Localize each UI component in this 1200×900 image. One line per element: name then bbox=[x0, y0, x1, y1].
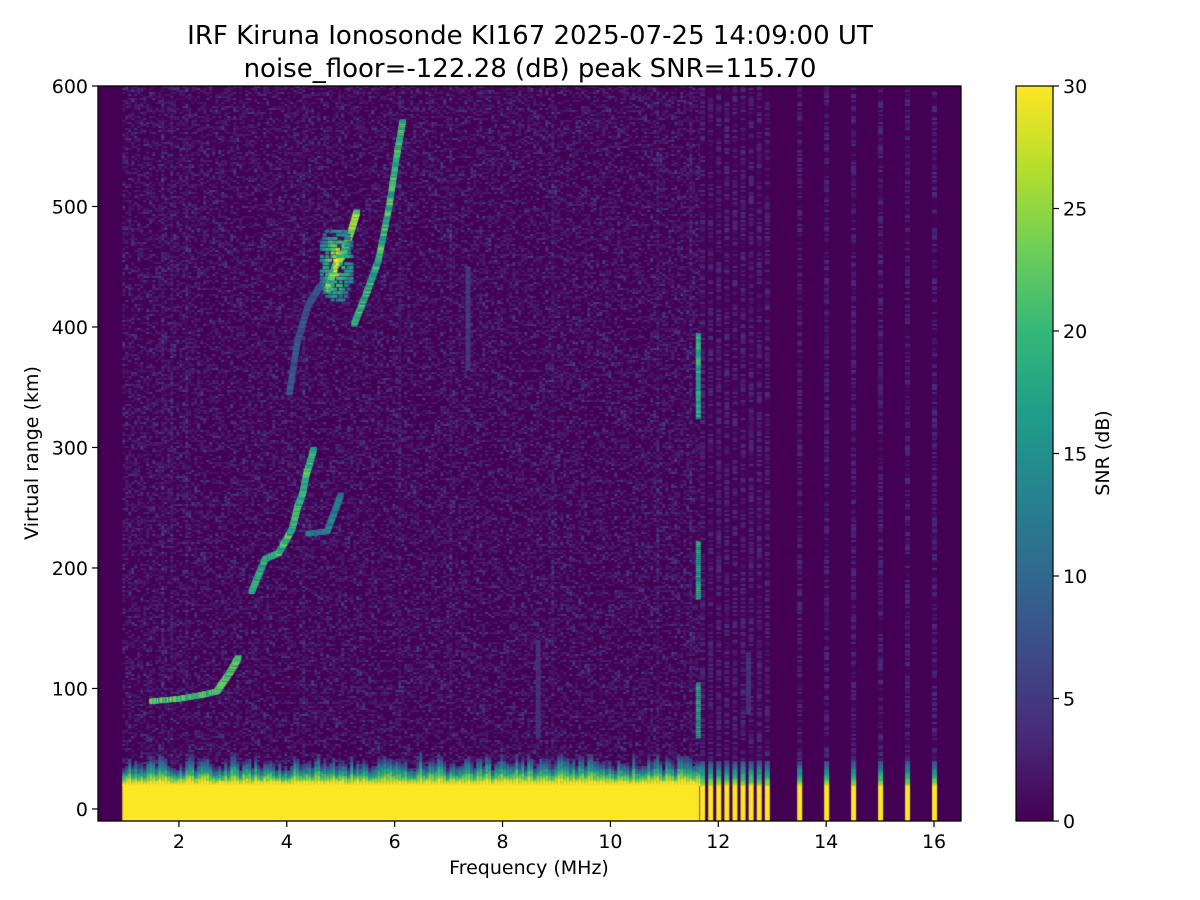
chart-title-line2: noise_floor=-122.28 (dB) peak SNR=115.70 bbox=[244, 54, 817, 84]
colorbar-tick-label: 20 bbox=[1063, 321, 1087, 343]
heatmap-plot-area bbox=[98, 86, 961, 821]
y-axis-label: Virtual range (km) bbox=[21, 366, 43, 540]
x-tick-label: 4 bbox=[281, 831, 293, 853]
heatmap-image bbox=[98, 86, 961, 821]
y-tick-label: 100 bbox=[52, 678, 88, 700]
y-tick-label: 300 bbox=[52, 437, 88, 459]
x-tick-label: 6 bbox=[389, 831, 401, 853]
chart-title-line1: IRF Kiruna Ionosonde KI167 2025-07-25 14… bbox=[187, 21, 873, 51]
colorbar bbox=[1015, 85, 1054, 822]
colorbar-label: SNR (dB) bbox=[1092, 410, 1114, 495]
colorbar-tick-label: 0 bbox=[1063, 811, 1075, 833]
colorbar-tick-label: 15 bbox=[1063, 444, 1087, 466]
x-axis-ticks: 2 4 6 8 10 12 14 16 bbox=[173, 821, 946, 853]
colorbar-tick-label: 25 bbox=[1063, 199, 1087, 221]
x-tick-label: 2 bbox=[173, 831, 185, 853]
y-tick-label: 500 bbox=[52, 196, 88, 218]
x-tick-label: 14 bbox=[814, 831, 838, 853]
colorbar-tick-label: 30 bbox=[1063, 76, 1087, 98]
x-axis-label: Frequency (MHz) bbox=[449, 857, 609, 879]
x-tick-label: 16 bbox=[922, 831, 946, 853]
colorbar-tick-label: 10 bbox=[1063, 566, 1087, 588]
x-tick-label: 10 bbox=[598, 831, 622, 853]
colorbar-ticks: 0 5 10 15 20 25 30 bbox=[1053, 76, 1087, 833]
y-tick-label: 200 bbox=[52, 558, 88, 580]
y-axis-ticks: 0 100 200 300 400 500 600 bbox=[52, 76, 98, 821]
y-tick-label: 0 bbox=[76, 799, 88, 821]
plot-frame bbox=[97, 85, 962, 822]
x-tick-label: 8 bbox=[496, 831, 508, 853]
colorbar-tick-label: 5 bbox=[1063, 689, 1075, 711]
x-tick-label: 12 bbox=[706, 831, 730, 853]
y-tick-label: 400 bbox=[52, 317, 88, 339]
y-tick-label: 600 bbox=[52, 76, 88, 98]
